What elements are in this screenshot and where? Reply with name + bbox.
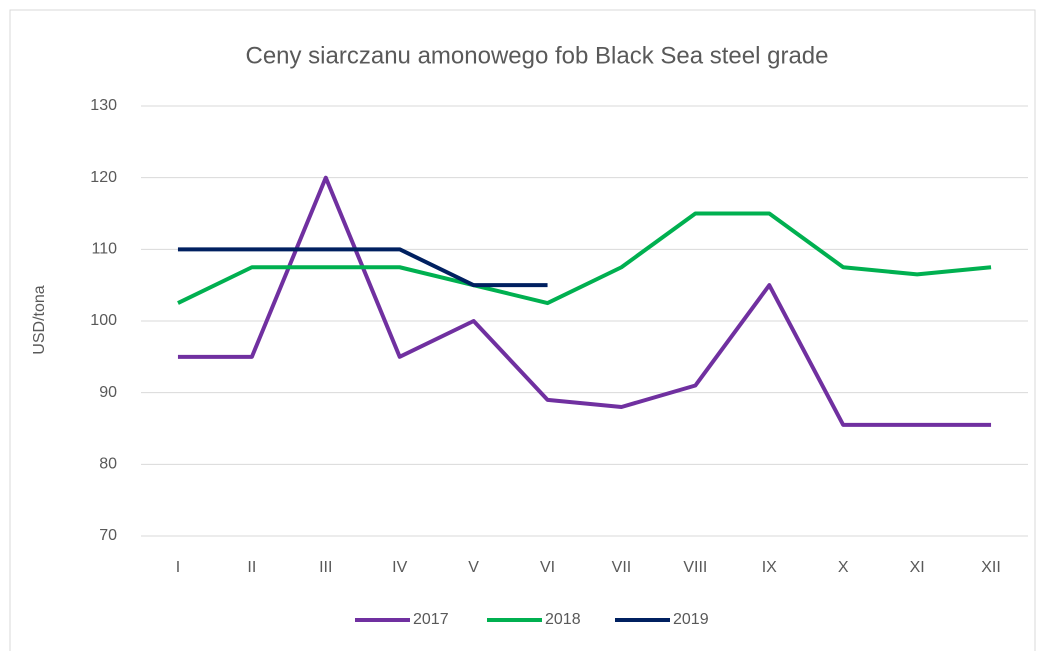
legend-label: 2018: [545, 611, 581, 628]
y-tick-label: 120: [90, 169, 117, 186]
y-tick-label: 70: [99, 527, 117, 544]
x-tick-label: XII: [981, 559, 1001, 576]
y-axis-label: USD/tona: [31, 285, 48, 354]
y-tick-label: 90: [99, 384, 117, 401]
y-tick-label: 110: [91, 241, 117, 258]
x-tick-label: I: [176, 559, 180, 576]
y-tick-label: 100: [90, 312, 117, 329]
series-line: [177, 211, 992, 306]
x-tick-label: III: [319, 559, 332, 576]
y-tick-label: 80: [99, 456, 117, 473]
legend-label: 2019: [673, 611, 709, 628]
y-tick-label: 130: [90, 97, 117, 114]
chart-border: [9, 9, 1036, 651]
x-tick-label: VII: [612, 559, 632, 576]
x-tick-label: VIII: [683, 559, 707, 576]
x-tick-label: V: [468, 559, 479, 576]
series-line: [177, 175, 992, 427]
x-tick-label: XI: [910, 559, 925, 576]
series-line: [177, 247, 548, 288]
x-tick-label: VI: [540, 559, 555, 576]
x-tick-label: X: [838, 559, 849, 576]
legend-label: 2017: [413, 611, 449, 628]
chart-title: Ceny siarczanu amonowego fob Black Sea s…: [245, 42, 828, 69]
x-tick-label: IV: [392, 559, 407, 576]
x-tick-label: IX: [762, 559, 777, 576]
x-tick-label: II: [247, 559, 256, 576]
